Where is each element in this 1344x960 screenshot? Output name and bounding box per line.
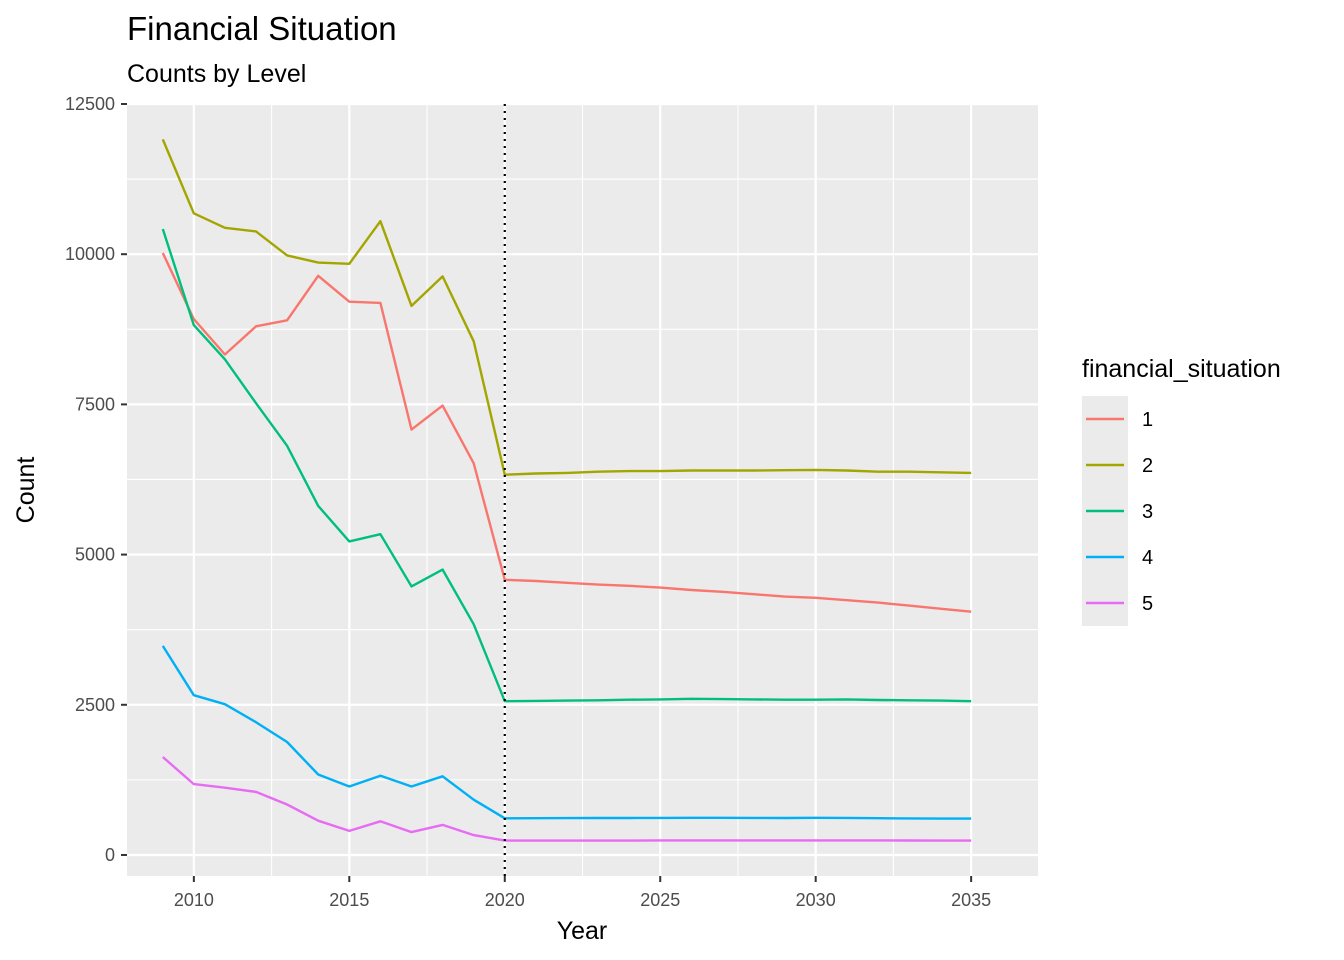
- series-line-1: [161, 252, 972, 613]
- x-axis-title: Year: [557, 917, 608, 945]
- legend-label-4: 4: [1142, 547, 1153, 569]
- chart-subtitle: Counts by Level: [127, 60, 306, 88]
- x-tick-label: 2015: [329, 890, 369, 910]
- y-axis-ticks: 0 2500 5000 7500 10000 12500: [65, 94, 127, 865]
- series-lines: [161, 138, 972, 842]
- x-tick-label: 2010: [174, 890, 214, 910]
- series-line-2: [161, 138, 972, 476]
- chart-title: Financial Situation: [127, 10, 397, 47]
- x-tick-label: 2035: [951, 890, 991, 910]
- legend-items: 1 2 3 4 5: [1086, 409, 1153, 615]
- y-tick-label: 12500: [65, 94, 115, 114]
- series-line-5: [162, 756, 972, 842]
- grid-major: [127, 102, 1038, 876]
- legend-label-1: 1: [1142, 409, 1153, 431]
- x-tick-label: 2020: [485, 890, 525, 910]
- x-tick-label: 2030: [796, 890, 836, 910]
- legend-label-2: 2: [1142, 455, 1153, 477]
- series-line-4: [161, 645, 972, 820]
- x-tick-label: 2025: [640, 890, 680, 910]
- y-tick-label: 2500: [75, 695, 115, 715]
- y-tick-label: 0: [105, 845, 115, 865]
- y-tick-label: 5000: [75, 545, 115, 565]
- series-line-3: [161, 228, 972, 703]
- legend-title: financial_situation: [1082, 355, 1281, 383]
- x-axis-ticks: 2010 2015 2020 2025 2030 2035: [174, 876, 991, 910]
- y-tick-label: 7500: [75, 394, 115, 414]
- legend-label-5: 5: [1142, 593, 1153, 615]
- legend: financial_situation 1 2 3 4 5: [1082, 355, 1281, 626]
- y-axis-title: Count: [12, 457, 40, 524]
- legend-label-3: 3: [1142, 501, 1153, 523]
- y-tick-label: 10000: [65, 244, 115, 264]
- grid-minor: [127, 104, 1038, 876]
